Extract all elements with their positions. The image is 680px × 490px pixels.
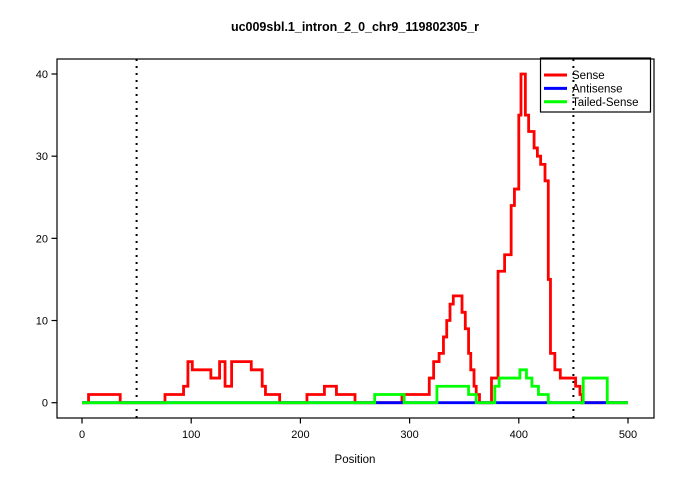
legend-label-antisense: Antisense: [572, 83, 623, 95]
x-tick-label: 200: [291, 429, 309, 441]
page-title: uc009sbl.1_intron_2_0_chr9_119802305_r: [231, 20, 479, 34]
y-tick-label: 40: [36, 69, 48, 81]
plot-frame: [56, 58, 655, 419]
y-tick-label: 0: [42, 398, 48, 410]
x-tick-label: 0: [79, 429, 85, 441]
data-series: [82, 72, 628, 405]
x-tick-label: 300: [400, 429, 418, 441]
x-tick-label: 100: [182, 429, 200, 441]
sense-series-line: [82, 72, 628, 405]
axis-ticks: 0 100 200 300 400 500 0 10 20 30 40: [36, 69, 637, 441]
legend-label-sense: Sense: [572, 70, 605, 82]
x-tick-label: 500: [619, 429, 637, 441]
y-tick-label: 30: [36, 151, 48, 163]
y-tick-label: 20: [36, 233, 48, 245]
x-axis-label: Position: [335, 454, 376, 466]
y-tick-label: 10: [36, 316, 48, 328]
tailed-sense-series-line: [82, 368, 628, 405]
x-tick-label: 400: [510, 429, 528, 441]
legend-label-tailed-sense: Tailed-Sense: [572, 97, 638, 109]
legend-box: [539, 57, 652, 113]
